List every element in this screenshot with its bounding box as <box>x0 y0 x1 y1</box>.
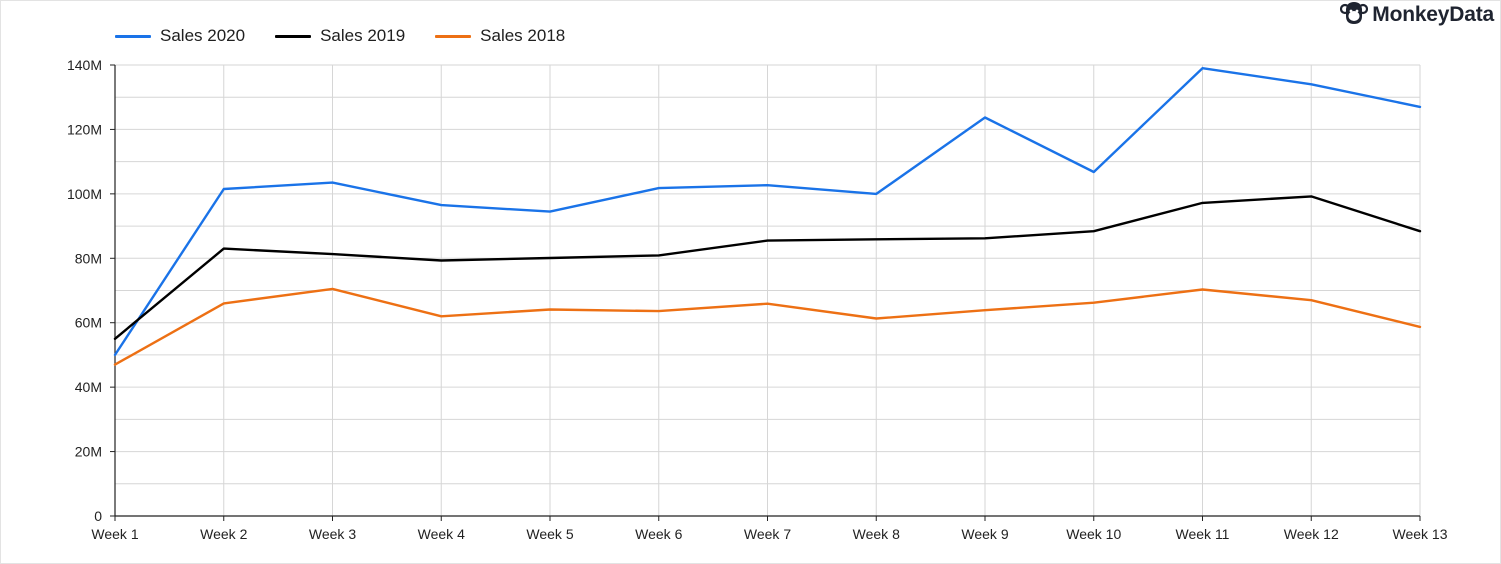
series-line-sales-2019 <box>113 195 1422 340</box>
chart-legend: Sales 2020 Sales 2019 Sales 2018 <box>115 26 565 46</box>
x-tick-label: Week 5 <box>526 526 573 542</box>
legend-item-sales-2020[interactable]: Sales 2020 <box>115 26 245 46</box>
series-line-sales-2018 <box>113 287 1422 366</box>
x-tick-label: Week 8 <box>853 526 900 542</box>
x-tick-label: Week 7 <box>744 526 791 542</box>
brand-logo[interactable]: MonkeyData <box>1340 1 1494 29</box>
y-tick-label: 20M <box>75 444 102 460</box>
x-tick-label: Week 9 <box>961 526 1008 542</box>
x-tick-label: Week 3 <box>309 526 356 542</box>
x-tick-label: Week 2 <box>200 526 247 542</box>
legend-label: Sales 2018 <box>480 26 566 45</box>
legend-label: Sales 2019 <box>320 26 406 45</box>
y-tick-label: 0 <box>94 508 102 524</box>
x-tick-label: Week 13 <box>1393 526 1448 542</box>
legend-label: Sales 2020 <box>160 26 246 45</box>
y-tick-label: 100M <box>67 186 102 202</box>
y-tick-label: 80M <box>75 250 102 266</box>
x-tick-label: Week 12 <box>1284 526 1339 542</box>
legend-swatch <box>275 34 312 38</box>
chart-axes <box>110 64 1421 521</box>
x-tick-label: Week 1 <box>91 526 138 542</box>
series-lines <box>113 66 1422 366</box>
legend-item-sales-2018[interactable]: Sales 2018 <box>435 26 565 46</box>
y-tick-label: 140M <box>67 57 102 73</box>
x-tick-label: Week 6 <box>635 526 682 542</box>
x-tick-label: Week 4 <box>418 526 465 542</box>
y-tick-label: 120M <box>67 121 102 137</box>
y-tick-label: 40M <box>75 379 102 395</box>
y-tick-label: 60M <box>75 315 102 331</box>
legend-item-sales-2019[interactable]: Sales 2019 <box>275 26 405 46</box>
legend-swatch <box>115 34 151 38</box>
series-line-sales-2020 <box>113 66 1422 357</box>
monkey-face-icon <box>1340 1 1369 31</box>
x-tick-label: Week 10 <box>1066 526 1121 542</box>
brand-name: MonkeyData <box>1372 3 1494 26</box>
legend-swatch <box>435 34 472 38</box>
x-tick-label: Week 11 <box>1176 526 1230 542</box>
tick-labels: 0 20M 40M 60M 80M 100M 120M 140M Week 1 Week 2 Wee… <box>67 57 1448 542</box>
